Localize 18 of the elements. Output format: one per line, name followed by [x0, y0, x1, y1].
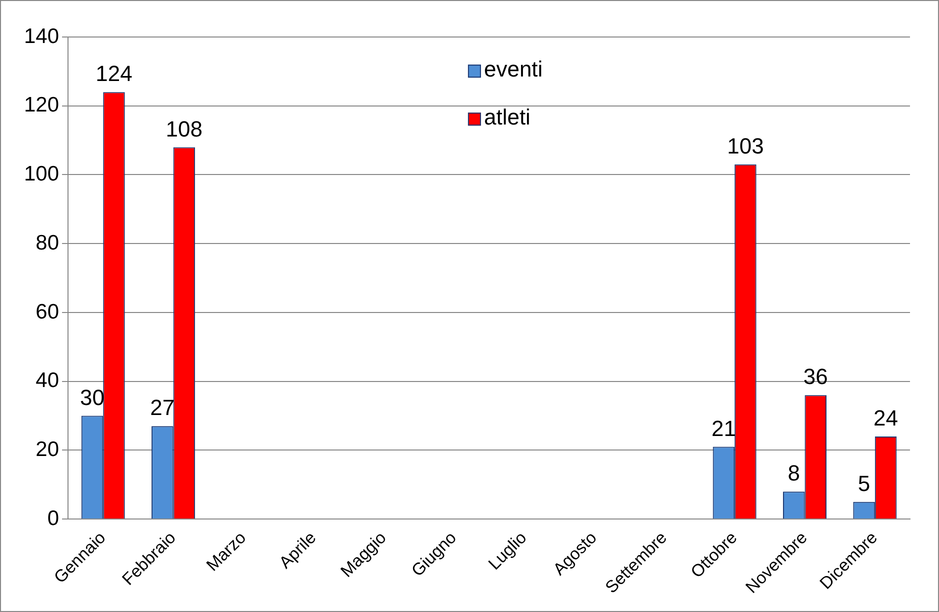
legend-label: atleti — [484, 104, 530, 130]
y-tick-label: 140 — [24, 24, 60, 48]
data-label: 36 — [803, 364, 828, 390]
data-label: 108 — [166, 116, 203, 142]
y-tick-label: 0 — [47, 506, 60, 530]
y-tick-label: 120 — [24, 94, 60, 117]
data-label: 27 — [150, 395, 175, 420]
data-label: 124 — [96, 61, 132, 86]
legend-label: eventi — [484, 56, 543, 82]
y-tick-label: 60 — [36, 300, 60, 324]
data-label: 24 — [874, 406, 898, 431]
data-label: 5 — [858, 470, 870, 496]
y-tick-label: 40 — [36, 369, 60, 392]
y-tick-label: 80 — [36, 231, 60, 254]
y-tick-label: 100 — [24, 162, 60, 186]
data-label: 103 — [727, 133, 764, 158]
y-tick-label: 20 — [36, 438, 60, 462]
data-label: 8 — [788, 460, 800, 486]
